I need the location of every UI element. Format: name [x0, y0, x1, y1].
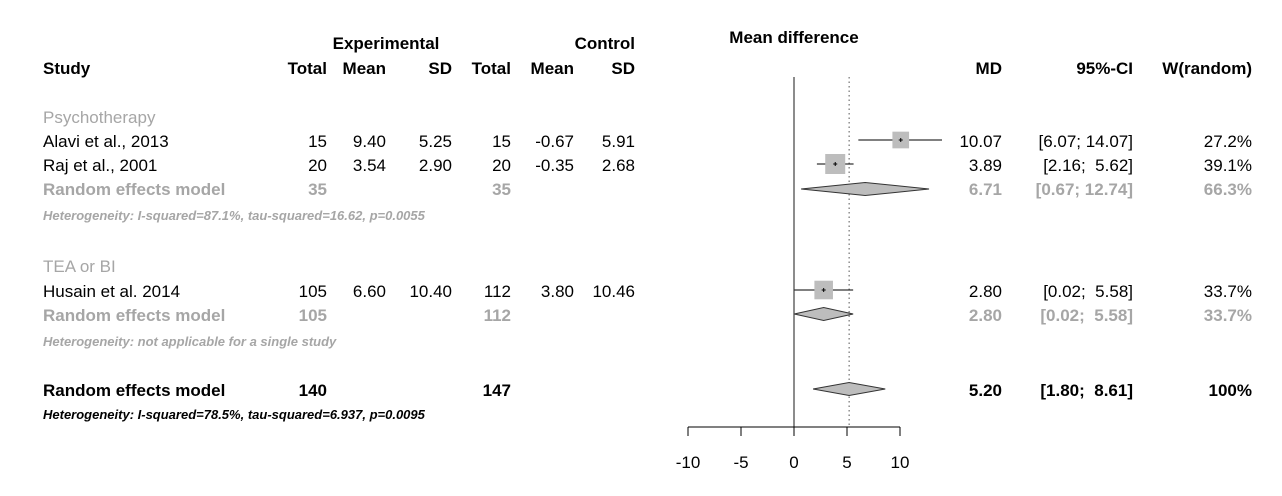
total-control: 15 — [492, 132, 511, 151]
x-tick-label: 5 — [842, 453, 851, 472]
study-name: Husain et al. 2014 — [43, 282, 180, 301]
md-value: 2.80 — [969, 282, 1002, 301]
x-tick-label: -10 — [676, 453, 701, 472]
mean-control: -0.35 — [535, 156, 574, 175]
total-experimental: 105 — [299, 282, 327, 301]
header-sd-control: SD — [611, 59, 635, 78]
weight-value: 33.7% — [1204, 282, 1252, 301]
ci-value: [0.02; 5.58] — [1040, 306, 1133, 325]
total-experimental: 35 — [308, 180, 327, 199]
sd-control: 10.46 — [592, 282, 635, 301]
mean-control: -0.67 — [535, 132, 574, 151]
subgroup-summary-row: Random effects model 105 112 2.80 [0.02;… — [43, 306, 1252, 325]
ci-value: [0.67; 12.74] — [1036, 180, 1133, 199]
mean-experimental: 6.60 — [353, 282, 386, 301]
overall-summary-row: Random effects model 140 147 5.20 [1.80;… — [43, 381, 1252, 400]
pooled-diamond — [801, 181, 930, 197]
total-control: 20 — [492, 156, 511, 175]
x-tick-label: 0 — [789, 453, 798, 472]
mean-control: 3.80 — [541, 282, 574, 301]
total-experimental: 20 — [308, 156, 327, 175]
total-experimental: 140 — [299, 381, 327, 400]
ci-value: [1.80; 8.61] — [1040, 381, 1133, 400]
total-control: 35 — [492, 180, 511, 199]
heterogeneity-note: Heterogeneity: not applicable for a sing… — [43, 334, 337, 349]
forest-plot-area: -10 -5 0 5 10 — [676, 77, 942, 472]
md-value: 6.71 — [969, 180, 1002, 199]
weight-value: 33.7% — [1204, 306, 1252, 325]
weight-value: 27.2% — [1204, 132, 1252, 151]
header-mean-control: Mean — [531, 59, 574, 78]
total-control: 147 — [483, 381, 511, 400]
heterogeneity-note: Heterogeneity: I-squared=87.1%, tau-squa… — [43, 208, 426, 223]
header-sd-experimental: SD — [428, 59, 452, 78]
x-tick-label: -5 — [733, 453, 748, 472]
table-row: Raj et al., 2001 20 3.54 2.90 20 -0.35 2… — [43, 156, 1252, 175]
subgroup-title: TEA or BI — [43, 257, 116, 276]
study-name: Raj et al., 2001 — [43, 156, 157, 175]
subgroup-title: Psychotherapy — [43, 108, 156, 127]
header-control: Control — [575, 34, 635, 53]
subgroup-summary-row: Random effects model 35 35 6.71 [0.67; 1… — [43, 180, 1252, 199]
sd-experimental: 5.25 — [419, 132, 452, 151]
sd-experimental: 2.90 — [419, 156, 452, 175]
header-weight: W(random) — [1162, 59, 1252, 78]
total-control: 112 — [484, 282, 511, 301]
total-experimental: 15 — [308, 132, 327, 151]
pooled-diamond — [812, 381, 886, 397]
header-total-experimental: Total — [288, 59, 327, 78]
header-study: Study — [43, 59, 91, 78]
weight-value: 66.3% — [1204, 180, 1252, 199]
x-tick-label: 10 — [891, 453, 910, 472]
md-value: 10.07 — [959, 132, 1002, 151]
header-mean-experimental: Mean — [343, 59, 386, 78]
mean-experimental: 9.40 — [353, 132, 386, 151]
plot-title: Mean difference — [729, 28, 858, 47]
table-row: Husain et al. 2014 105 6.60 10.40 112 3.… — [43, 282, 1252, 301]
weight-value: 39.1% — [1204, 156, 1252, 175]
random-effects-label: Random effects model — [43, 180, 225, 199]
header-ci: 95%-CI — [1076, 59, 1133, 78]
md-value: 2.80 — [969, 306, 1002, 325]
pooled-diamond — [794, 306, 854, 322]
total-control: 112 — [484, 306, 511, 325]
ci-value: [0.02; 5.58] — [1043, 282, 1133, 301]
weight-value: 100% — [1209, 381, 1252, 400]
table-row: Alavi et al., 2013 15 9.40 5.25 15 -0.67… — [43, 132, 1252, 151]
md-value: 5.20 — [969, 381, 1002, 400]
ci-value: [6.07; 14.07] — [1038, 132, 1133, 151]
mean-experimental: 3.54 — [353, 156, 386, 175]
header-total-control: Total — [472, 59, 511, 78]
sd-experimental: 10.40 — [409, 282, 452, 301]
total-experimental: 105 — [299, 306, 327, 325]
header-md: MD — [976, 59, 1002, 78]
random-effects-label: Random effects model — [43, 306, 225, 325]
random-effects-label: Random effects model — [43, 381, 225, 400]
header-experimental: Experimental — [333, 34, 440, 53]
ci-value: [2.16; 5.62] — [1043, 156, 1133, 175]
study-name: Alavi et al., 2013 — [43, 132, 169, 151]
sd-control: 2.68 — [602, 156, 635, 175]
md-value: 3.89 — [969, 156, 1002, 175]
heterogeneity-note: Heterogeneity: I-squared=78.5%, tau-squa… — [43, 407, 426, 422]
sd-control: 5.91 — [602, 132, 635, 151]
